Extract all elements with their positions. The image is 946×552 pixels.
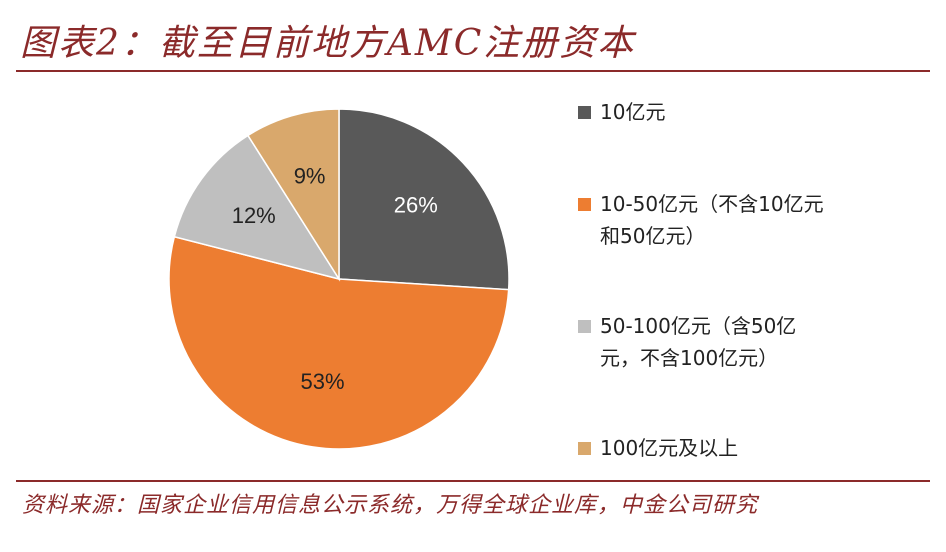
legend-item: 10-50亿元（不含10亿元和50亿元） [578, 188, 918, 252]
slice-value-label: 12% [232, 203, 276, 228]
source-divider [16, 480, 930, 482]
slice-value-label: 53% [300, 369, 344, 394]
pie-slice-4 [246, 108, 340, 282]
legend-label: 10-50亿元（不含10亿元和50亿元） [600, 192, 824, 248]
pie-slice-1 [338, 108, 510, 291]
pie-slice-2 [168, 235, 510, 450]
legend-swatch [578, 320, 591, 333]
legend-label: 100亿元及以上 [600, 436, 739, 460]
legend-swatch [578, 442, 591, 455]
title-divider [16, 70, 930, 72]
legend-item: 50-100亿元（含50亿元，不含100亿元） [578, 310, 918, 374]
legend-item: 10亿元 [578, 96, 918, 128]
chart-legend: 10亿元 10-50亿元（不含10亿元和50亿元） 50-100亿元（含50亿元，不… [578, 96, 918, 464]
pie-slice-3 [173, 134, 341, 281]
legend-label: 50-100亿元（含50亿元，不含100亿元） [600, 314, 797, 370]
legend-label: 10亿元 [600, 100, 666, 124]
legend-item: 100亿元及以上 [578, 432, 918, 464]
slice-value-label: 26% [394, 193, 438, 218]
legend-swatch [578, 106, 591, 119]
legend-swatch [578, 198, 591, 211]
figure-title: 图表2：截至目前地方AMC注册资本 [20, 23, 636, 64]
source-note: 资料来源：国家企业信用信息公示系统，万得全球企业库，中金公司研究 [22, 493, 759, 518]
pie-chart: 26% 53% 12% 9% [168, 108, 510, 450]
slice-value-label: 9% [294, 164, 326, 189]
